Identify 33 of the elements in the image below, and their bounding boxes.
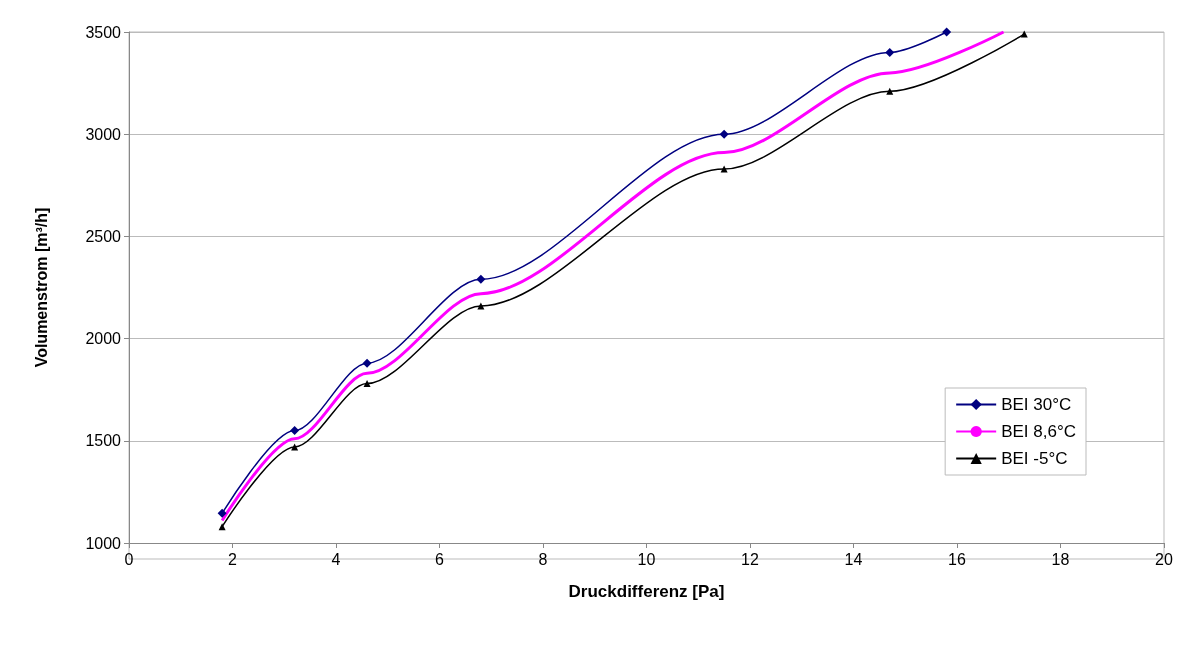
x-tick-label: 10 <box>637 550 656 568</box>
x-tick-label: 6 <box>435 550 445 568</box>
point <box>290 426 300 436</box>
y-tick-label: 2000 <box>85 330 122 348</box>
legend-label: BEI 8,6°C <box>1001 422 1077 441</box>
x-tick-label: 2 <box>228 550 238 568</box>
x-tick-label: 0 <box>124 550 134 568</box>
y-tick-label: 3500 <box>85 23 122 41</box>
y-tick-label: 1500 <box>85 432 122 450</box>
x-axis-title: Druckdifferenz [Pa] <box>568 582 725 601</box>
x-tick-label: 16 <box>948 550 966 568</box>
y-axis-title: Volumenstrom [m³/h] <box>32 207 50 368</box>
x-tick-label: 8 <box>538 550 548 568</box>
y-tick-label: 1000 <box>85 534 122 552</box>
x-tick-label: 20 <box>1155 550 1173 568</box>
point <box>1020 30 1028 38</box>
point <box>719 129 729 139</box>
y-tick-label: 2500 <box>85 227 122 245</box>
point <box>217 508 227 518</box>
point <box>886 87 894 95</box>
y-tick-label: 3000 <box>85 125 122 143</box>
point <box>885 47 895 57</box>
legend-label: BEI -5°C <box>1001 449 1068 468</box>
point <box>218 523 226 531</box>
point <box>942 27 952 37</box>
point <box>476 274 486 284</box>
point <box>362 358 372 368</box>
x-tick-label: 18 <box>1051 550 1070 568</box>
x-tick-label: 4 <box>331 550 341 568</box>
point <box>363 380 371 388</box>
x-tick-label: 14 <box>844 550 863 568</box>
x-tick-label: 12 <box>741 550 759 568</box>
legend-label: BEI 30°C <box>1001 395 1072 414</box>
